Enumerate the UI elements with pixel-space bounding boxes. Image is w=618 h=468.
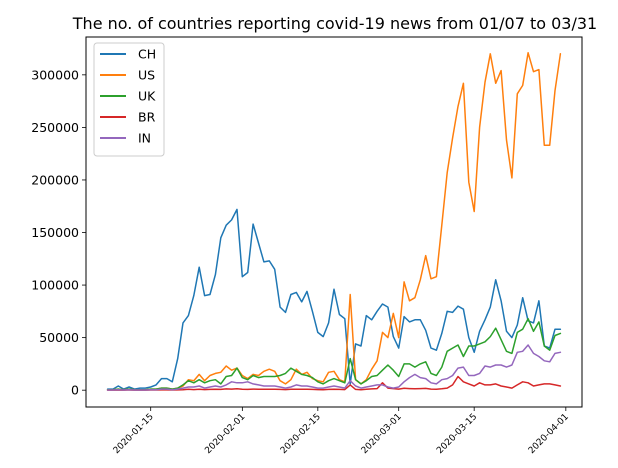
series-line-ch bbox=[106, 208, 562, 390]
series-line-uk bbox=[106, 317, 562, 391]
series-lines bbox=[106, 52, 562, 391]
y-tick-label: 100000 bbox=[31, 278, 79, 293]
y-tick-label: 200000 bbox=[31, 172, 79, 187]
series-line-br bbox=[106, 375, 562, 391]
series-line-us bbox=[106, 52, 562, 391]
legend: CH US UK BR IN bbox=[93, 42, 165, 157]
series-line-in bbox=[106, 344, 562, 391]
plot-area-frame bbox=[85, 36, 583, 408]
legend-label-us: US bbox=[138, 68, 155, 83]
legend-label-br: BR bbox=[138, 110, 156, 125]
legend-box bbox=[93, 42, 165, 157]
y-tick-label: 50000 bbox=[39, 330, 79, 345]
legend-label-ch: CH bbox=[138, 47, 156, 62]
y-tick-label: 0 bbox=[71, 383, 79, 398]
legend-label-in: IN bbox=[138, 131, 151, 146]
y-axis: 0 50000 100000 150000 200000 250000 300000 bbox=[31, 67, 86, 398]
legend-label-uk: UK bbox=[138, 89, 156, 104]
y-tick-label: 150000 bbox=[31, 225, 79, 240]
y-tick-label: 300000 bbox=[31, 67, 79, 82]
chart-title: The no. of countries reporting covid-19 … bbox=[72, 14, 597, 33]
y-tick-label: 250000 bbox=[31, 120, 79, 135]
